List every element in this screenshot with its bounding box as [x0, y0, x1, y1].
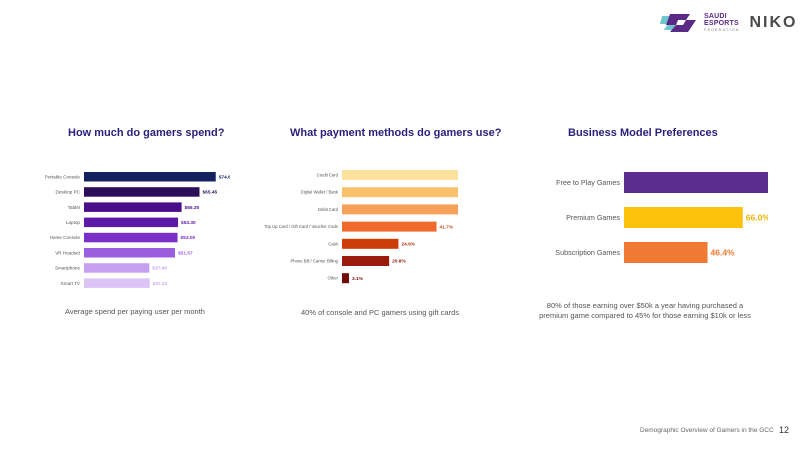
model-title: Business Model Preferences: [568, 127, 718, 139]
page-number: 12: [779, 425, 790, 435]
saudi-esports-logo-icon: [660, 14, 696, 32]
model-bar-subscription-games: [624, 242, 708, 263]
spend-category-label-laptop: Laptop: [66, 220, 80, 225]
spend-category-label-tablet: Tablet: [68, 205, 81, 210]
payment-bar-credit-card: [342, 170, 458, 180]
payment-category-label-credit-card: Credit Card: [317, 172, 339, 177]
payment-bar-top-up-card-gift-card-voucher-code: [342, 221, 437, 232]
payment-value-label-cash: 24.9%: [401, 241, 415, 247]
payment-bar-cash: [342, 238, 399, 249]
niko-brand: NIKO: [749, 14, 798, 31]
spend-bar-smartphone: [84, 263, 150, 273]
spend-value-label-smartphone: $37.00: [152, 266, 167, 272]
spend-category-label-smart-tv: Smart TV: [61, 281, 81, 286]
business-model-chart: Free to Play Games83.6%Premium Games66.0…: [555, 172, 768, 263]
spend-value-label-vr-headset: $51.57: [178, 250, 193, 256]
spend-category-label-portable-console: Portable Console: [45, 174, 81, 179]
model-category-label-premium-games: Premium Games: [566, 213, 620, 222]
spend-caption: Average spend per paying user per month: [65, 307, 205, 316]
spend-value-label-tablet: $55.30: [185, 205, 200, 211]
logo-line-3: FEDERATION: [704, 27, 740, 32]
payment-category-label-digital-wallet-bank: Digital Wallet / Bank: [301, 190, 339, 195]
payment-category-label-cash: Cash: [328, 241, 338, 246]
logo-text: SAUDI ESPORTS FEDERATION: [704, 13, 739, 33]
spend-bar-tablet: [84, 202, 182, 212]
payment-chart: Credit Card61.3%Digital Wallet / Bank56.…: [264, 170, 458, 284]
payment-category-label-top-up-card-gift-card-voucher-code: Top Up Card / Gift Card / Voucher Code: [264, 224, 338, 229]
model-caption-line-2: premium game compared to 45% for those e…: [539, 311, 751, 320]
spend-value-label-smart-tv: $37.22: [153, 281, 168, 287]
payment-value-label-other: 3.1%: [352, 276, 364, 282]
payment-caption: 40% of console and PC gamers using gift …: [300, 308, 459, 317]
payment-value-label-phone-bill-carrier-billing: 20.8%: [392, 259, 406, 265]
model-category-label-free-to-play-games: Free to Play Games: [556, 178, 620, 187]
spend-value-label-portable-console: $74.65: [219, 174, 230, 180]
logo-line-1: SAUDI: [704, 13, 727, 20]
spend-bar-portable-console: [84, 172, 216, 182]
model-caption: 80% of those earning over $50k a year ha…: [520, 301, 770, 321]
spend-category-label-home-console: Home Console: [50, 235, 81, 240]
spend-bar-laptop: [84, 217, 179, 228]
model-value-label-premium-games: 66.0%: [746, 212, 768, 222]
payment-category-label-other: Other: [328, 276, 339, 281]
model-value-label-subscription-games: 46.4%: [711, 247, 736, 257]
payment-category-label-debit-card: Debit Card: [318, 207, 339, 212]
payment-bar-other: [342, 273, 350, 284]
spend-title: How much do gamers spend?: [68, 127, 225, 139]
payment-title: What payment methods do gamers use?: [290, 127, 502, 139]
spend-category-label-vr-headset: VR Headset: [55, 250, 80, 255]
spend-chart: Portable Console $74.65 Desktop PC $65.45 Ta…: [45, 172, 230, 288]
spend-bar-smart-tv: [84, 278, 150, 288]
payment-category-label-phone-bill-carrier-billing: Phone Bill / Carrier Billing: [291, 258, 339, 263]
payment-bar-digital-wallet-bank: [342, 187, 458, 198]
model-bar-free-to-play-games: [624, 172, 768, 193]
spend-bar-desktop-pc: [84, 187, 200, 197]
model-bar-premium-games: [624, 207, 743, 228]
model-category-label-subscription-games: Subscription Games: [555, 248, 620, 257]
spend-bar-vr-headset: [84, 248, 176, 258]
spend-value-label-laptop: $53.30: [181, 220, 196, 226]
spend-category-label-desktop-pc: Desktop PC: [55, 190, 80, 195]
payment-bar-phone-bill-carrier-billing: [342, 256, 390, 266]
spend-category-label-smartphone: Smartphone: [55, 266, 80, 271]
footer-text: Demographic Overview of Gamers in the GC…: [640, 427, 774, 434]
logo-line-2: ESPORTS: [704, 20, 739, 27]
spend-bar-home-console: [84, 232, 178, 243]
model-caption-line-1: 80% of those earning over $50k a year ha…: [546, 301, 744, 310]
spend-value-label-home-console: $53.00: [181, 235, 196, 241]
spend-value-label-desktop-pc: $65.45: [203, 190, 218, 196]
payment-value-label-top-up-card-gift-card-voucher-code: 41.7%: [440, 224, 454, 230]
header-logo: SAUDI ESPORTS FEDERATION NIKO: [660, 12, 797, 34]
payment-bar-debit-card: [342, 204, 458, 215]
